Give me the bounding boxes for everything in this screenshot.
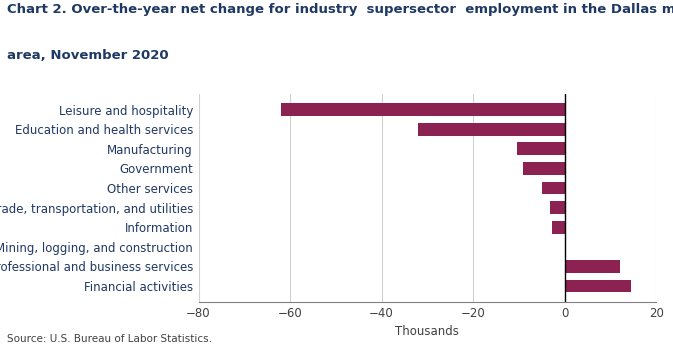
Bar bbox=[552, 221, 565, 234]
Bar bbox=[565, 260, 620, 273]
Text: area, November 2020: area, November 2020 bbox=[7, 49, 168, 61]
X-axis label: Thousands: Thousands bbox=[396, 325, 459, 338]
Bar bbox=[524, 162, 565, 175]
Bar bbox=[550, 201, 565, 214]
Bar bbox=[517, 142, 565, 155]
Bar bbox=[565, 280, 631, 293]
Bar bbox=[418, 123, 565, 136]
Bar bbox=[542, 181, 565, 194]
Text: Chart 2. Over-the-year net change for industry  supersector  employment in the D: Chart 2. Over-the-year net change for in… bbox=[7, 3, 673, 16]
Text: Source: U.S. Bureau of Labor Statistics.: Source: U.S. Bureau of Labor Statistics. bbox=[7, 333, 212, 344]
Bar bbox=[281, 103, 565, 116]
